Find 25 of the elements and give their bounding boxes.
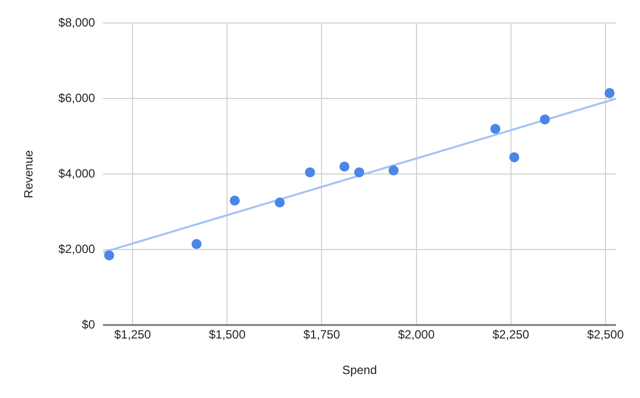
x-tick-label: $1,250 xyxy=(114,328,152,342)
y-tick-label: $0 xyxy=(82,318,96,332)
point xyxy=(540,114,550,124)
y-tick-label: $8,000 xyxy=(58,16,96,30)
x-axis-title: Spend xyxy=(342,363,377,378)
point xyxy=(388,165,399,176)
point xyxy=(192,239,202,250)
x-tick-label: $2,000 xyxy=(398,328,435,342)
x-tick-label: $1,750 xyxy=(303,328,340,342)
x-tick-label: $1,500 xyxy=(208,328,246,342)
point xyxy=(509,152,520,162)
point xyxy=(104,250,114,260)
point xyxy=(274,198,285,208)
y-tick-label: $6,000 xyxy=(58,91,96,106)
point xyxy=(354,167,364,178)
y-tick-label: $4,000 xyxy=(58,166,96,181)
y-axis-title: Revenue xyxy=(22,150,36,198)
y-tick-label: $2,000 xyxy=(58,242,96,256)
point xyxy=(339,162,350,172)
point xyxy=(230,196,240,206)
x-tick-label: $2,500 xyxy=(587,328,624,342)
point xyxy=(305,167,315,178)
point xyxy=(604,88,615,98)
point xyxy=(490,124,500,134)
x-tick-label: $2,250 xyxy=(492,328,530,342)
